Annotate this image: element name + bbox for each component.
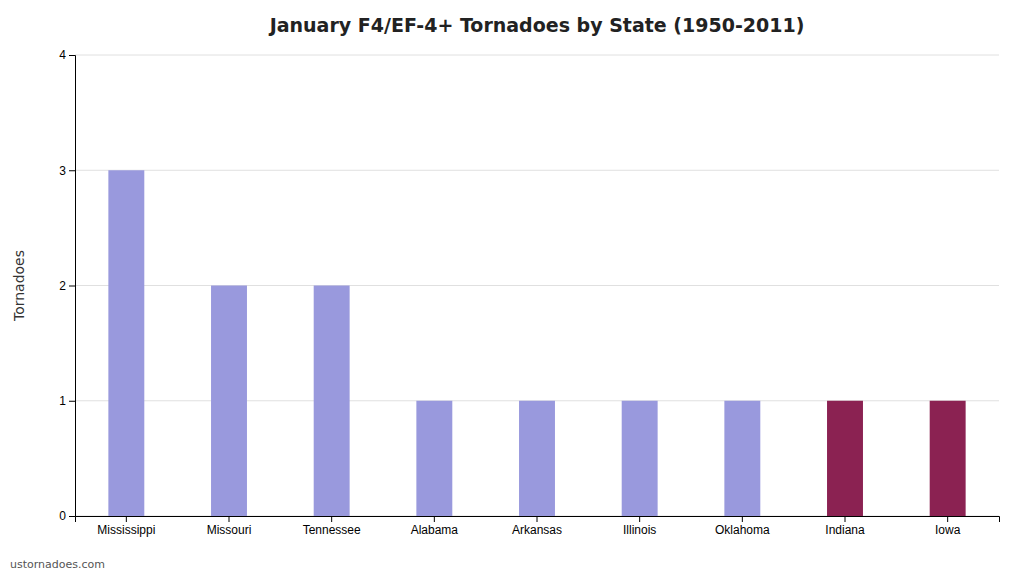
tick-mark [331,516,332,522]
tick: Missouri [207,516,252,537]
tick-mark [434,516,435,522]
tick: Mississippi [97,516,155,537]
tick-label: 2 [59,279,66,293]
tick: 1 [59,394,75,408]
tick: Oklahoma [715,516,770,537]
bar [211,286,247,517]
tick-label: 3 [59,164,66,178]
x-axis: Mississippi Missouri Tennessee Alabama Arkan… [76,516,1000,537]
tick-mark [639,516,640,522]
tick-label: Illinois [623,523,656,537]
grid [75,55,999,516]
tick-mark [845,516,846,522]
axis-line [69,56,76,517]
tick-mark [69,55,75,56]
y-axis: 0 1 2 3 4 [59,48,75,523]
y-axis-title: Tornadoes [11,250,27,322]
tick-mark [126,516,127,522]
tick: Alabama [411,516,459,537]
tick-mark [229,516,230,522]
tick-label: Mississippi [97,523,155,537]
tick-label: Arkansas [512,523,562,537]
title: January F4/EF-4+ Tornadoes by State (195… [268,14,805,36]
annotation: ustornadoes.com [10,558,105,571]
tick-label: Indiana [825,523,865,537]
plot-area: Mississippi Missouri Tennessee Alabama Arkan… [59,48,999,536]
tick-label: 4 [59,48,66,62]
tick: Illinois [623,516,656,537]
tick-label: Oklahoma [715,523,770,537]
tick-label: Missouri [207,523,252,537]
tick-mark [537,516,538,522]
tick-label: Iowa [935,523,961,537]
bar [108,170,144,516]
tick-label: Tennessee [303,523,361,537]
axis-line [76,517,1000,523]
tick: 4 [59,48,75,62]
tick: Arkansas [512,516,562,537]
tick-label: Alabama [411,523,459,537]
grid-line [75,170,999,171]
tick-mark [69,401,75,402]
tick: 2 [59,279,75,293]
tick-mark [69,170,75,171]
tick: 0 [59,509,75,523]
bar [416,401,452,516]
tick-label: 1 [59,394,66,408]
tick-mark [947,516,948,522]
bars [108,170,965,516]
grid-line [75,55,999,56]
chart: Mississippi Missouri Tennessee Alabama Arkan… [0,0,1024,576]
bar [930,401,966,516]
tick: 3 [59,164,75,178]
tick: Iowa [935,516,961,537]
bar [519,401,555,516]
tick-mark [69,516,75,517]
tick-label: 0 [59,509,66,523]
bar [314,286,350,517]
tick: Indiana [825,516,865,537]
bar [827,401,863,516]
tick-mark [69,286,75,287]
tick: Tennessee [303,516,361,537]
bar [724,401,760,516]
tick-mark [742,516,743,522]
bar [622,401,658,516]
